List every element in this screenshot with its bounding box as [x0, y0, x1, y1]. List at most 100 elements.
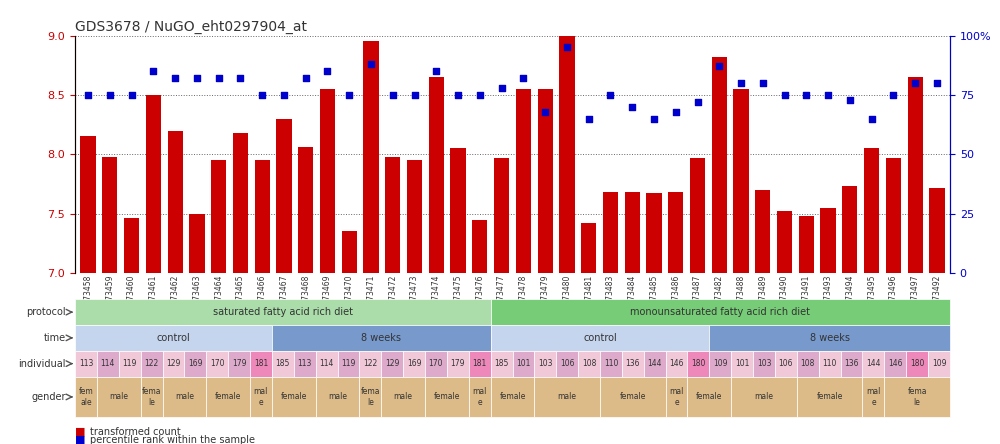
Text: male: male — [109, 392, 128, 401]
Text: 103: 103 — [538, 359, 553, 368]
Text: 109: 109 — [713, 359, 728, 368]
Point — [559, 44, 575, 51]
Bar — [581, 223, 596, 273]
Text: male: male — [175, 392, 194, 401]
Bar — [820, 208, 836, 273]
Text: 146: 146 — [888, 359, 903, 368]
Bar — [124, 218, 139, 273]
Text: 136: 136 — [844, 359, 859, 368]
Text: 129: 129 — [385, 359, 399, 368]
Point — [363, 60, 379, 67]
Text: control: control — [157, 333, 190, 343]
Text: 101: 101 — [735, 359, 749, 368]
Point — [820, 91, 836, 99]
Text: 181: 181 — [254, 359, 268, 368]
Text: 103: 103 — [757, 359, 771, 368]
Point — [124, 91, 140, 99]
Text: percentile rank within the sample: percentile rank within the sample — [90, 435, 255, 444]
Bar — [929, 187, 945, 273]
Bar — [102, 157, 117, 273]
Text: 169: 169 — [407, 359, 421, 368]
Bar — [211, 160, 226, 273]
Point — [907, 79, 923, 87]
Text: 180: 180 — [691, 359, 706, 368]
Point — [167, 75, 183, 82]
Point — [624, 103, 640, 110]
Text: individual: individual — [18, 359, 66, 369]
Bar — [385, 157, 400, 273]
Text: male: male — [394, 392, 413, 401]
Text: 101: 101 — [516, 359, 531, 368]
Text: 113: 113 — [298, 359, 312, 368]
Text: mal
e: mal e — [669, 387, 684, 407]
Text: female: female — [696, 392, 723, 401]
Text: 110: 110 — [822, 359, 837, 368]
Text: female: female — [816, 392, 843, 401]
Point — [733, 79, 749, 87]
Text: mal
e: mal e — [473, 387, 487, 407]
Point — [581, 115, 597, 122]
Point — [102, 91, 118, 99]
Point — [145, 67, 161, 75]
Bar — [538, 89, 553, 273]
Text: 122: 122 — [144, 359, 159, 368]
Point — [298, 75, 314, 82]
Text: 170: 170 — [210, 359, 224, 368]
Bar — [603, 192, 618, 273]
Bar — [189, 214, 205, 273]
Text: 185: 185 — [494, 359, 509, 368]
Text: 8 weeks: 8 weeks — [810, 333, 850, 343]
Bar — [146, 95, 161, 273]
Bar — [494, 158, 509, 273]
Bar — [886, 158, 901, 273]
Text: 114: 114 — [101, 359, 115, 368]
Bar — [755, 190, 770, 273]
Point — [232, 75, 248, 82]
Bar — [733, 89, 749, 273]
Bar — [276, 119, 292, 273]
Bar — [690, 158, 705, 273]
Text: 169: 169 — [188, 359, 203, 368]
Text: gender: gender — [32, 392, 66, 402]
Point — [450, 91, 466, 99]
Bar — [516, 89, 531, 273]
Bar — [429, 77, 444, 273]
Text: male: male — [558, 392, 577, 401]
Point — [755, 79, 771, 87]
Text: 180: 180 — [910, 359, 924, 368]
Text: 146: 146 — [669, 359, 684, 368]
Bar — [799, 216, 814, 273]
Text: 8 weeks: 8 weeks — [361, 333, 401, 343]
Bar — [80, 136, 96, 273]
Text: 179: 179 — [451, 359, 465, 368]
Text: fem
ale: fem ale — [79, 387, 93, 407]
Text: 108: 108 — [801, 359, 815, 368]
Bar — [646, 194, 662, 273]
Text: monounsaturated fatty acid rich diet: monounsaturated fatty acid rich diet — [630, 307, 810, 317]
Bar — [712, 57, 727, 273]
Bar — [407, 160, 422, 273]
Bar — [777, 211, 792, 273]
Text: 136: 136 — [626, 359, 640, 368]
Bar — [298, 147, 313, 273]
Text: male: male — [755, 392, 774, 401]
Text: 106: 106 — [779, 359, 793, 368]
Bar — [168, 131, 183, 273]
Text: 119: 119 — [122, 359, 137, 368]
Point — [602, 91, 618, 99]
Point — [254, 91, 270, 99]
Text: mal
e: mal e — [254, 387, 268, 407]
Bar — [908, 77, 923, 273]
Text: 119: 119 — [341, 359, 356, 368]
Bar — [472, 220, 487, 273]
Text: male: male — [328, 392, 347, 401]
Point — [711, 63, 727, 70]
Point — [385, 91, 401, 99]
Text: female: female — [281, 392, 307, 401]
Bar — [842, 186, 857, 273]
Bar — [559, 36, 575, 273]
Point — [777, 91, 793, 99]
Text: fema
le: fema le — [142, 387, 161, 407]
Text: female: female — [215, 392, 241, 401]
Text: mal
e: mal e — [866, 387, 881, 407]
